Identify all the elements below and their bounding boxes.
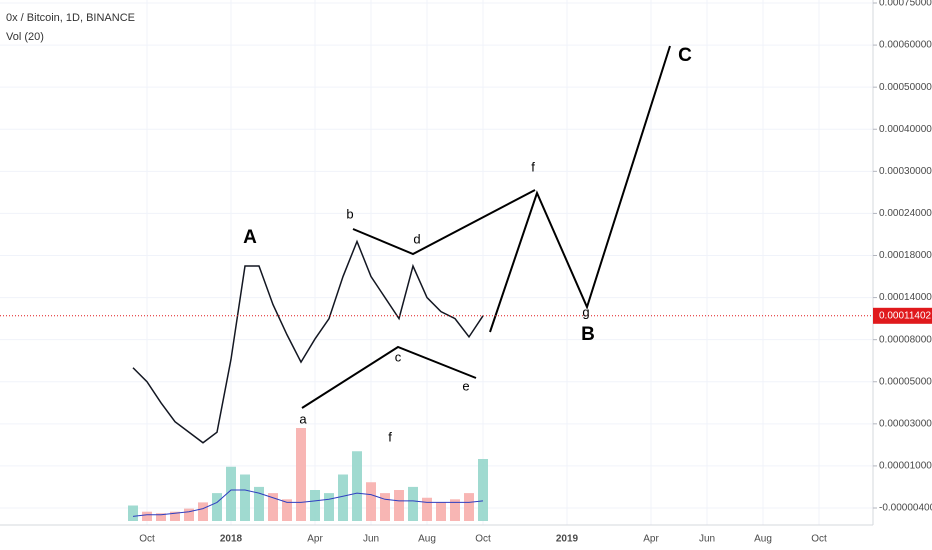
volume-bar — [240, 474, 250, 521]
volume-bar — [394, 490, 404, 521]
volume-bar — [310, 490, 320, 521]
wave-label: b — [346, 206, 353, 221]
marks — [128, 239, 488, 521]
volume-bar — [142, 511, 152, 521]
volume-bar — [212, 493, 222, 521]
volume-bar — [366, 482, 376, 521]
chart-title: 0x / Bitcoin, 1D, BINANCE — [6, 12, 135, 24]
price-line — [132, 239, 484, 444]
x-tick-label: 2019 — [556, 534, 579, 545]
y-tick-label: 0.00030000 — [879, 166, 932, 177]
x-tick-label: Oct — [475, 534, 491, 545]
volume-bar — [296, 428, 306, 521]
volume-bar — [478, 459, 488, 521]
volume-bar — [464, 493, 474, 521]
x-tick-label: Jun — [363, 534, 379, 545]
volume-bar — [226, 466, 236, 521]
y-tick-label: -0.00000400 — [879, 503, 932, 514]
wave-drawing — [301, 45, 671, 409]
y-tick-label: 0.00060000 — [879, 40, 932, 51]
wave-label: C — [678, 45, 692, 66]
volume-bar — [450, 499, 460, 521]
volume-bar — [128, 505, 138, 521]
x-tick-label: Aug — [754, 534, 772, 545]
volume-title: Vol (20) — [6, 31, 44, 43]
wave-line — [489, 45, 671, 333]
wave-label: g — [582, 304, 589, 319]
volume-bar — [324, 493, 334, 521]
x-tick-label: Oct — [811, 534, 827, 545]
wave-label: d — [413, 231, 420, 246]
volume-bar — [352, 451, 362, 521]
x-tick-label: Jun — [699, 534, 715, 545]
y-tick-label: 0.00018000 — [879, 250, 932, 261]
wave-label: f — [388, 429, 392, 444]
y-tick-label: 0.00008000 — [879, 334, 932, 345]
wave-label: a — [299, 411, 307, 426]
volume-bar — [170, 511, 180, 521]
x-tick-label: Apr — [643, 534, 659, 545]
y-tick-label: 0.00040000 — [879, 124, 932, 135]
wave-label: f — [531, 159, 535, 174]
y-tick-label: 0.00075000 — [879, 0, 932, 9]
last-price-label: 0.00011402 — [879, 310, 932, 321]
wave-label: B — [581, 324, 595, 345]
volume-bar — [268, 493, 278, 521]
volume-bar — [282, 499, 292, 521]
wave-label: A — [243, 227, 257, 248]
volume-bar — [380, 493, 390, 521]
volume-ma-line — [132, 489, 484, 517]
y-tick-label: 0.00014000 — [879, 292, 932, 303]
wave-line — [301, 345, 477, 409]
y-tick-label: 0.00024000 — [879, 208, 932, 219]
volume-bar — [198, 502, 208, 521]
volume-bar — [156, 513, 166, 521]
wave-label: e — [462, 378, 469, 393]
volume-bar — [184, 508, 194, 521]
y-tick-label: 0.00003000 — [879, 418, 932, 429]
wave-label: c — [395, 349, 402, 364]
y-tick-label: 0.00050000 — [879, 82, 932, 93]
volume-bar — [436, 502, 446, 521]
x-tick-label: Aug — [418, 534, 436, 545]
volume-bar — [408, 486, 418, 521]
x-tick-label: 2018 — [220, 534, 243, 545]
volume-bar — [422, 497, 432, 521]
volume-bar — [338, 474, 348, 521]
x-tick-label: Oct — [139, 534, 155, 545]
y-tick-label: 0.00001000 — [879, 461, 932, 472]
wave-line — [352, 189, 536, 256]
volume-bar — [254, 486, 264, 521]
x-tick-label: Apr — [307, 534, 323, 545]
y-tick-label: 0.00005000 — [879, 376, 932, 387]
last-price-box — [873, 307, 932, 324]
